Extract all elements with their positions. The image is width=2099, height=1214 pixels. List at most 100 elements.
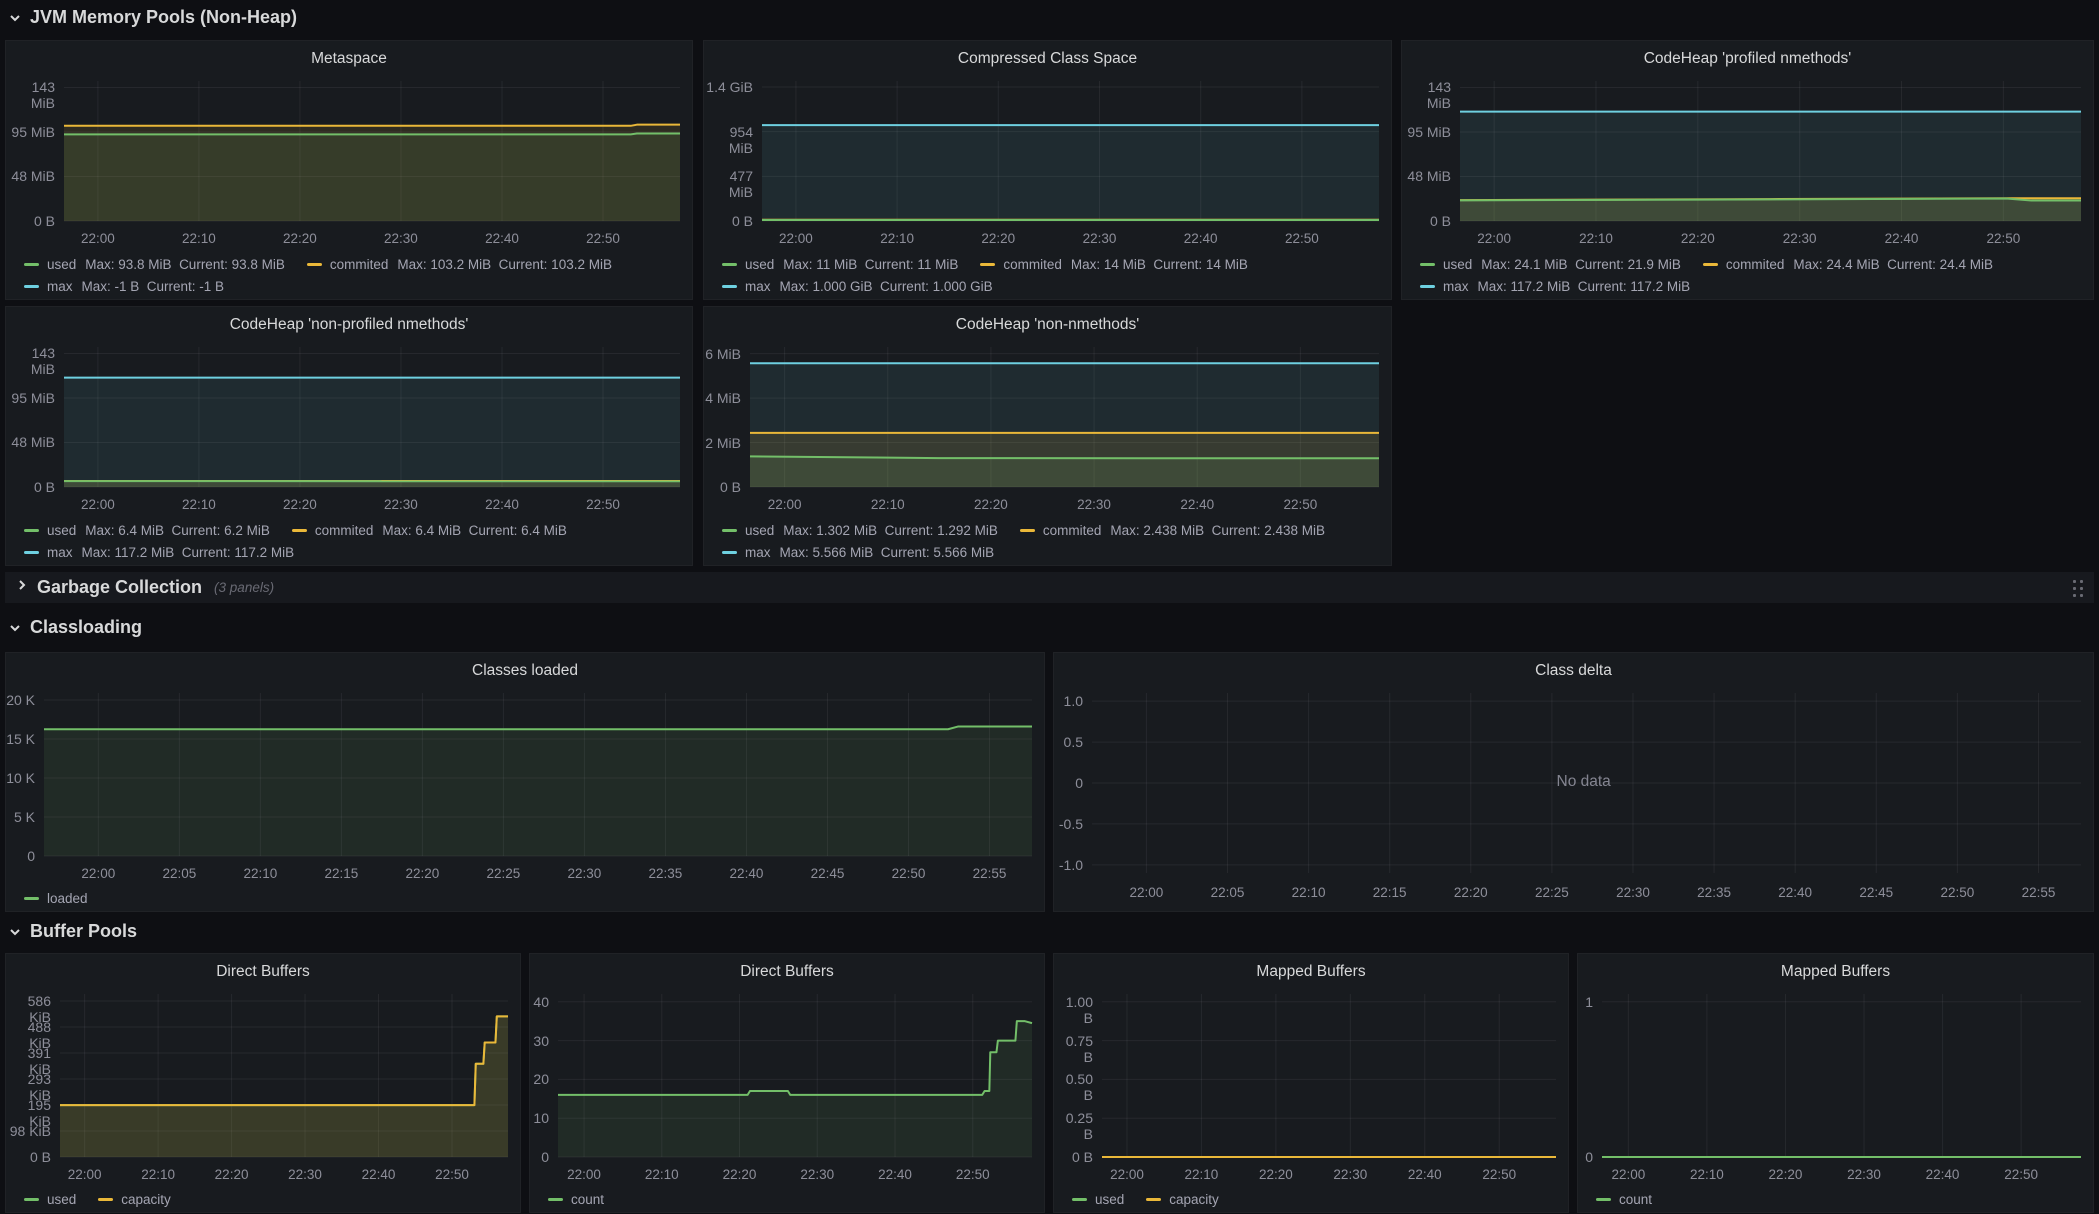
legend-series-swatch [722,550,737,554]
panel-title[interactable]: CodeHeap 'profiled nmethods' [1643,50,1852,67]
legend-item-count[interactable]: count [548,1192,604,1207]
panel-mapped-buffers-count: Mapped Buffers 0 1 22:00 22:10 22:20 22:30 22:4… [1577,953,2094,1213]
panel-title[interactable]: Mapped Buffers [1256,963,1366,980]
x-axis-tick-label: 22:30 [1847,1167,1881,1182]
legend-series-swatch [1146,1197,1162,1201]
y-axis-tick-label: 0.25 B [1065,1110,1093,1143]
row-header-jvm-memory-pools-non-heap[interactable]: JVM Memory Pools (Non-Heap) [8,7,297,28]
panel-direct-buffers-bytes: Direct Buffers 0 B 98 KiB 195 KiB 293 KiB 391… [5,953,521,1213]
x-axis-tick-label: 22:15 [324,866,359,881]
panel-mapped-buffers-bytes: Mapped Buffers 0 B 0.25 B 0.50 B 0.75 B 1.00 … [1053,953,1569,1213]
y-axis-tick-label: 0.5 [1063,734,1083,751]
legend-series-name: loaded [47,890,88,906]
legend-item-max[interactable]: max Max: 1.000 GiB Current: 1.000 GiB [722,279,993,294]
y-axis-tick-label: 1.4 GiB [706,78,753,95]
y-axis-tick-label: 954 MiB [728,123,753,156]
x-axis-tick-label: 22:10 [1689,1167,1724,1182]
legend-series-name: used [1443,256,1473,272]
y-axis-tick-label: 10 [533,1110,549,1127]
panel-title[interactable]: Classes loaded [472,662,578,679]
x-axis-tick-label: 22:35 [1697,885,1731,900]
legend-series-name: used [745,522,775,538]
panel-title[interactable]: Direct Buffers [740,963,834,980]
y-axis-tick-label: 30 [533,1032,549,1049]
y-axis-tick-label: 143 MiB [30,345,55,378]
panel-title[interactable]: Metaspace [311,50,387,67]
x-axis-tick-label: 22:25 [1534,885,1569,900]
panel-title[interactable]: Mapped Buffers [1780,963,1891,980]
legend-item-used[interactable]: used Max: 6.4 MiB Current: 6.2 MiB [24,523,270,538]
x-axis-tick-label: 22:30 [800,1167,835,1182]
legend-row: used Max: 6.4 MiB Current: 6.2 MiB commite… [24,521,567,539]
panel-metaspace: Metaspace 0 B 48 MiB 95 MiB 143 MiB 22:00 22:1… [5,40,693,300]
legend-series-swatch [1596,1197,1611,1201]
y-axis-tick-label: 0 B [33,213,55,229]
panel-title[interactable]: Class delta [1535,662,1612,679]
x-axis-tick-label: 22:20 [405,866,440,881]
x-axis-tick-label: 22:10 [181,497,216,512]
x-axis-tick-label: 22:50 [435,1167,469,1182]
legend-item-count[interactable]: count [1596,1192,1652,1207]
x-axis-tick-label: 22:10 [243,866,278,881]
row-header-buffer-pools[interactable]: Buffer Pools [8,921,137,942]
legend-item-used[interactable]: used [24,1192,76,1207]
legend-item-commited[interactable]: commited Max: 2.438 MiB Current: 2.438 Mi… [1019,522,1325,538]
row-header-garbage-collection[interactable]: Garbage Collection (3 panels) [5,572,2094,603]
legend-item-max[interactable]: max Max: 117.2 MiB Current: 117.2 MiB [1420,279,1690,294]
legend-row: loaded [24,889,88,907]
row-drag-handle-icon[interactable] [2071,577,2084,598]
y-axis-tick-label: -1.0 [1058,856,1083,873]
x-axis-tick-label: 22:40 [1778,885,1813,900]
legend-item-capacity[interactable]: capacity [98,1192,171,1207]
legend-item-max[interactable]: max Max: 117.2 MiB Current: 117.2 MiB [24,545,294,560]
y-axis-tick-label: 391 KiB [27,1044,51,1077]
x-axis-tick-label: 22:50 [955,1167,990,1182]
panel-title[interactable]: CodeHeap 'non-profiled nmethods' [229,316,469,333]
legend-item-used[interactable]: used Max: 93.8 MiB Current: 93.8 MiB [24,257,285,272]
panel-title[interactable]: Direct Buffers [216,963,310,980]
y-axis-tick-label: 4 MiB [705,390,741,407]
legend-item-used[interactable]: used Max: 11 MiB Current: 11 MiB [722,257,958,272]
y-axis-tick-label: 95 MiB [11,123,55,140]
legend-item-commited[interactable]: commited Max: 14 MiB Current: 14 MiB [980,257,1248,272]
x-axis-tick-label: 22:50 [586,231,620,246]
chevron-down-icon [8,621,22,635]
x-axis-tick-label: 22:30 [1616,885,1650,900]
x-axis-tick-label: 22:40 [878,1167,912,1182]
row-header-classloading[interactable]: Classloading [8,617,142,638]
x-axis-tick-label: 22:00 [767,497,802,512]
y-axis-tick-label: 40 [533,993,549,1010]
legend-item-max[interactable]: max Max: 5.566 MiB Current: 5.566 MiB [722,545,994,560]
x-axis-tick-label: 22:00 [80,497,115,512]
panel-title[interactable]: CodeHeap 'non-nmethods' [955,316,1140,333]
x-axis-tick-label: 22:50 [1482,1167,1517,1182]
legend-series-stats: Max: 6.4 MiB Current: 6.4 MiB [382,522,567,538]
legend-item-loaded[interactable]: loaded [24,891,88,906]
legend-item-commited[interactable]: commited Max: 6.4 MiB Current: 6.4 MiB [291,522,567,538]
x-axis-tick-label: 22:40 [1407,1167,1442,1182]
panel-codeheap-non-nmethods: CodeHeap 'non-nmethods' 0 B 2 MiB 4 MiB 6 Mi… [703,306,1392,566]
legend-item-used[interactable]: used [1072,1192,1124,1207]
chart-canvas [762,81,1379,222]
panel-title[interactable]: Compressed Class Space [957,50,1138,67]
legend-series-name: max [47,278,73,294]
legend-item-commited[interactable]: commited Max: 24.4 MiB Current: 24.4 MiB [1702,257,1993,272]
legend-series-name: commited [1042,522,1102,538]
legend-series-name: commited [329,256,389,272]
x-axis-tick-label: 22:55 [972,866,1007,881]
x-axis-tick-label: 22:15 [1372,885,1407,900]
y-axis-tick-label: -0.5 [1058,815,1083,832]
y-axis-tick-label: 0 [541,1149,549,1165]
legend-item-commited[interactable]: commited Max: 103.2 MiB Current: 103.2 Mi… [306,256,612,272]
legend-item-used[interactable]: used Max: 24.1 MiB Current: 21.9 MiB [1420,257,1681,272]
legend-item-max[interactable]: max Max: -1 B Current: -1 B [24,279,224,294]
chart-canvas [60,994,508,1158]
legend-series-name: commited [314,522,374,538]
x-axis-tick-label: 22:10 [1579,231,1613,246]
legend-item-capacity[interactable]: capacity [1146,1192,1219,1207]
legend-series-stats: Max: 6.4 MiB Current: 6.2 MiB [85,522,270,538]
legend-item-used[interactable]: used Max: 1.302 MiB Current: 1.292 MiB [722,523,998,538]
x-axis-tick-label: 22:20 [1453,885,1488,900]
x-axis-tick-label: 22:40 [485,231,519,246]
legend-series-name: count [571,1191,605,1207]
